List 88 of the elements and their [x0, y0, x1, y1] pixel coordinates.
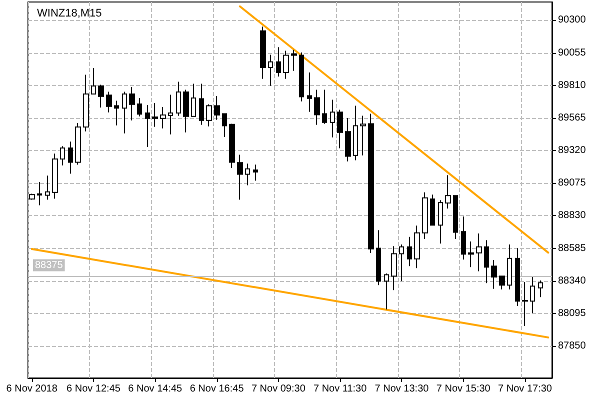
- candlestick: [299, 52, 304, 102]
- x-tick-label: 7 Nov 09:30: [251, 384, 306, 394]
- candlestick: [353, 105, 358, 161]
- candlestick: [222, 113, 227, 138]
- candlestick: [260, 26, 266, 80]
- candlestick: [91, 68, 96, 95]
- candlestick: [507, 244, 512, 290]
- candlestick: [438, 200, 443, 244]
- candlestick: [152, 102, 158, 128]
- candlestick: [160, 106, 166, 129]
- candlestick: [98, 84, 104, 108]
- candlestick: [391, 246, 397, 291]
- candlestick: [245, 163, 250, 186]
- candlestick: [52, 153, 58, 200]
- x-tick-label: 6 Nov 2018: [6, 384, 58, 394]
- candlestick: [445, 174, 451, 210]
- candlestick: [283, 50, 289, 80]
- candlestick: [360, 115, 366, 156]
- candlestick: [453, 195, 458, 240]
- candlestick: [68, 141, 73, 174]
- candlestick: [129, 86, 135, 121]
- candlestick: [122, 91, 127, 134]
- candlestick: [83, 74, 89, 132]
- x-tick-label: 7 Nov 11:30: [313, 384, 368, 394]
- candlestick: [37, 181, 42, 206]
- candlestick: [376, 230, 381, 286]
- candlestick: [75, 122, 81, 166]
- candlestick: [522, 282, 528, 326]
- candlestick: [114, 100, 119, 126]
- candlestick: [145, 104, 150, 148]
- candlestick: [176, 81, 181, 116]
- x-tick-label: 6 Nov 14:45: [128, 384, 183, 394]
- candlestick: [530, 276, 535, 314]
- y-tick-label: 89075: [558, 178, 586, 189]
- candlestick: [337, 109, 343, 149]
- candlestick: [268, 54, 273, 86]
- x-tick-label: 6 Nov 16:45: [190, 384, 244, 394]
- candlestick: [199, 83, 204, 126]
- candlestick: [183, 89, 189, 133]
- candlestick: [468, 241, 474, 268]
- y-tick-label: 88585: [558, 242, 586, 254]
- candlestick: [291, 49, 297, 72]
- candlestick: [137, 98, 142, 117]
- y-tick-label: 89565: [558, 112, 586, 124]
- candlestick: [168, 94, 173, 135]
- y-tick-label: 88095: [558, 308, 586, 319]
- candlestick: [237, 154, 243, 200]
- candlestick: [515, 248, 520, 307]
- y-tick-label: 88340: [558, 275, 586, 286]
- candlestick: [206, 104, 212, 127]
- candlestick: [314, 89, 320, 126]
- y-tick-label: 90055: [558, 47, 586, 58]
- y-tick-label: 89320: [558, 145, 586, 156]
- candlestick: [414, 225, 420, 269]
- candlestick: [345, 118, 351, 162]
- candlestick: [106, 91, 112, 113]
- candlestick: [461, 216, 466, 260]
- ref-line-label: 88375: [35, 260, 64, 271]
- x-tick-label: 6 Nov 12:45: [66, 384, 121, 394]
- candlestick: [407, 236, 412, 267]
- candlestick: [484, 240, 489, 284]
- candlestick: [330, 99, 335, 138]
- y-tick-label: 90300: [558, 14, 586, 26]
- y-tick-label: 89810: [558, 80, 586, 91]
- candlestick: [538, 280, 543, 298]
- candlestick: [229, 123, 235, 168]
- x-tick-label: 7 Nov 17:30: [498, 384, 552, 394]
- candlestick: [276, 46, 281, 77]
- candlestick: [253, 164, 258, 182]
- candlestick: [307, 72, 312, 112]
- candlestick: [430, 194, 435, 226]
- candlestick: [491, 260, 497, 290]
- candlestick: [476, 233, 482, 272]
- candlestick: [422, 192, 428, 240]
- candlestick: [499, 276, 505, 290]
- candlestick: [60, 146, 65, 166]
- candlestick: [322, 89, 327, 124]
- x-tick-label: 7 Nov 13:30: [374, 384, 430, 394]
- y-tick-label: 87850: [558, 340, 586, 352]
- text: WINZ18,M15: [37, 8, 102, 20]
- y-tick-label: 88830: [558, 210, 586, 222]
- candlestick: [214, 96, 220, 120]
- candlestick: [384, 272, 389, 310]
- candlestick: [368, 113, 374, 254]
- candlestick: [191, 83, 196, 117]
- candlestick: [399, 244, 404, 282]
- candlestick: [45, 175, 50, 200]
- x-tick-label: 7 Nov 15:30: [436, 384, 491, 394]
